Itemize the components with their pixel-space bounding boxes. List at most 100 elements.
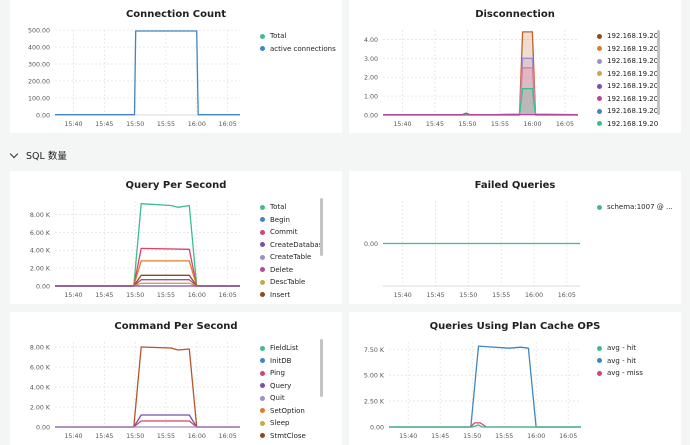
legend-item[interactable]: InitDB (260, 355, 322, 368)
legend-label: avg - hit (607, 344, 636, 353)
legend-item[interactable]: StmtClose (260, 430, 322, 443)
legend-label: active connections (270, 44, 336, 53)
chart-legend: avg - hit avg - hit avg - miss (597, 342, 677, 442)
chart-legend: Total Begin Commit CreateDatabase CreateTabl… (260, 201, 322, 302)
y-tick-label: 6.00 K (30, 365, 51, 372)
x-tick-label: 15:40 (64, 121, 82, 128)
legend-item[interactable]: CreateTable (260, 251, 322, 264)
legend-label: 192.168.19.20... (607, 94, 659, 103)
y-tick-label: 4.00 (364, 37, 378, 44)
legend-swatch-icon (260, 217, 265, 223)
legend-item[interactable]: Quit (260, 392, 322, 405)
legend-swatch-icon (597, 83, 602, 89)
legend-swatch-icon (260, 229, 265, 235)
legend-item[interactable]: Query (260, 380, 322, 393)
legend-label: Delete (270, 265, 293, 274)
x-tick-label: 16:00 (188, 121, 206, 128)
legend-item[interactable]: active connections (260, 43, 340, 56)
y-tick-label: 100.00 (28, 96, 50, 103)
legend-item[interactable]: 192.168.19.20... (597, 68, 659, 81)
series-line (55, 247, 240, 287)
legend-label: 192.168.19.20... (607, 119, 659, 128)
y-tick-label: 2.00 K (30, 266, 51, 273)
legend-item[interactable]: 192.168.19.20... (597, 93, 659, 106)
legend-label: StmtClose (270, 431, 306, 440)
legend-item[interactable]: Sleep (260, 417, 322, 430)
legend-label: Total (270, 203, 287, 212)
legend-item[interactable]: Rollback (260, 301, 322, 302)
legend-item[interactable]: schema:1007 @ ... (597, 201, 677, 214)
legend-swatch-icon (260, 279, 265, 285)
y-tick-label: 300.00 (28, 62, 50, 69)
series-line (383, 112, 578, 116)
x-tick-label: 16:00 (188, 292, 206, 299)
legend-label: Sleep (270, 419, 290, 428)
x-tick-label: 16:05 (219, 292, 237, 299)
y-tick-label: 5.00 K (364, 373, 385, 380)
legend-swatch-icon (260, 242, 265, 248)
legend-scrollbar[interactable] (320, 339, 323, 397)
x-tick-label: 16:05 (219, 433, 237, 440)
legend-item[interactable]: FieldList (260, 342, 322, 355)
x-tick-label: 15:45 (426, 292, 444, 299)
legend-item[interactable]: Delete (260, 264, 322, 277)
legend-swatch-icon (597, 345, 602, 351)
chart-connection-count: 0.00 100.00 200.00 300.00 400.00 500.00 15:40 1… (28, 28, 240, 128)
legend-item[interactable]: CreateDatabase (260, 239, 322, 252)
legend-scrollbar[interactable] (657, 30, 660, 115)
legend-swatch-icon (597, 204, 602, 210)
x-tick-label: 15:55 (495, 433, 513, 440)
legend-item[interactable]: Total (260, 201, 322, 214)
x-tick-label: 15:40 (399, 433, 417, 440)
legend-label: 192.168.19.20... (607, 57, 659, 66)
series-line (55, 420, 240, 428)
x-tick-label: 16:00 (523, 121, 541, 128)
x-tick-label: 15:50 (458, 121, 476, 128)
x-tick-label: 16:05 (556, 121, 574, 128)
chart-plan-cache-ops: 0.00 2.50 K 5.00 K 7.50 K 15:40 15:45 15:50 15:… (364, 342, 581, 440)
legend-item[interactable]: Commit (260, 226, 322, 239)
series-line (383, 67, 578, 116)
legend-item[interactable]: 192.168.19.20... (597, 55, 659, 68)
x-tick-label: 15:40 (64, 433, 82, 440)
x-tick-label: 15:50 (126, 121, 144, 128)
legend-label: 192.168.19.20... (607, 44, 659, 53)
legend-scrollbar[interactable] (320, 198, 323, 256)
legend-item[interactable]: avg - miss (597, 367, 677, 380)
legend-swatch-icon (260, 420, 265, 426)
legend-item[interactable]: 192.168.19.20... (597, 118, 659, 131)
legend-swatch-icon (260, 433, 265, 439)
legend-item[interactable]: DescTable (260, 276, 322, 289)
x-tick-label: 15:45 (95, 433, 113, 440)
y-tick-label: 200.00 (28, 79, 50, 86)
x-tick-label: 15:40 (393, 121, 411, 128)
series-line (389, 424, 581, 428)
legend-item[interactable]: 192.168.19.20... (597, 43, 659, 56)
legend-swatch-icon (597, 46, 602, 52)
chart-failed-queries: 0.00 15:40 15:45 15:50 15:55 16:00 16:05 (364, 201, 580, 299)
legend-item[interactable]: 192.168.19.20... (597, 80, 659, 93)
chart-legend: Total active connections (260, 30, 340, 130)
x-tick-label: 16:05 (558, 292, 576, 299)
legend-swatch-icon (260, 46, 265, 52)
panel-plan-cache-ops: Queries Using Plan Cache OPS 0.00 2.50 K 5… (349, 312, 681, 445)
legend-item[interactable]: Ping (260, 367, 322, 380)
legend-item[interactable]: 192.168.19.20... (597, 30, 659, 43)
legend-item[interactable]: 192.168.19.20... (597, 105, 659, 118)
x-tick-label: 15:45 (426, 121, 444, 128)
x-tick-label: 16:05 (559, 433, 577, 440)
panel-command-per-second: Command Per Second 0.00 2.00 K 4.00 K 6.00 … (10, 312, 342, 445)
chart-legend: schema:1007 @ ... (597, 201, 677, 301)
x-tick-label: 16:00 (527, 433, 545, 440)
section-sql-count[interactable]: SQL 数量 (9, 147, 67, 163)
legend-item[interactable]: avg - hit (597, 342, 677, 355)
legend-item[interactable]: Insert (260, 289, 322, 302)
panel-title: Queries Using Plan Cache OPS (429, 321, 601, 332)
series-area (383, 58, 578, 115)
legend-label: InitDB (270, 356, 292, 365)
legend-item[interactable]: Total (260, 30, 340, 43)
series-line (383, 87, 578, 116)
legend-item[interactable]: SetOption (260, 405, 322, 418)
legend-item[interactable]: Begin (260, 214, 322, 227)
legend-item[interactable]: avg - hit (597, 355, 677, 368)
